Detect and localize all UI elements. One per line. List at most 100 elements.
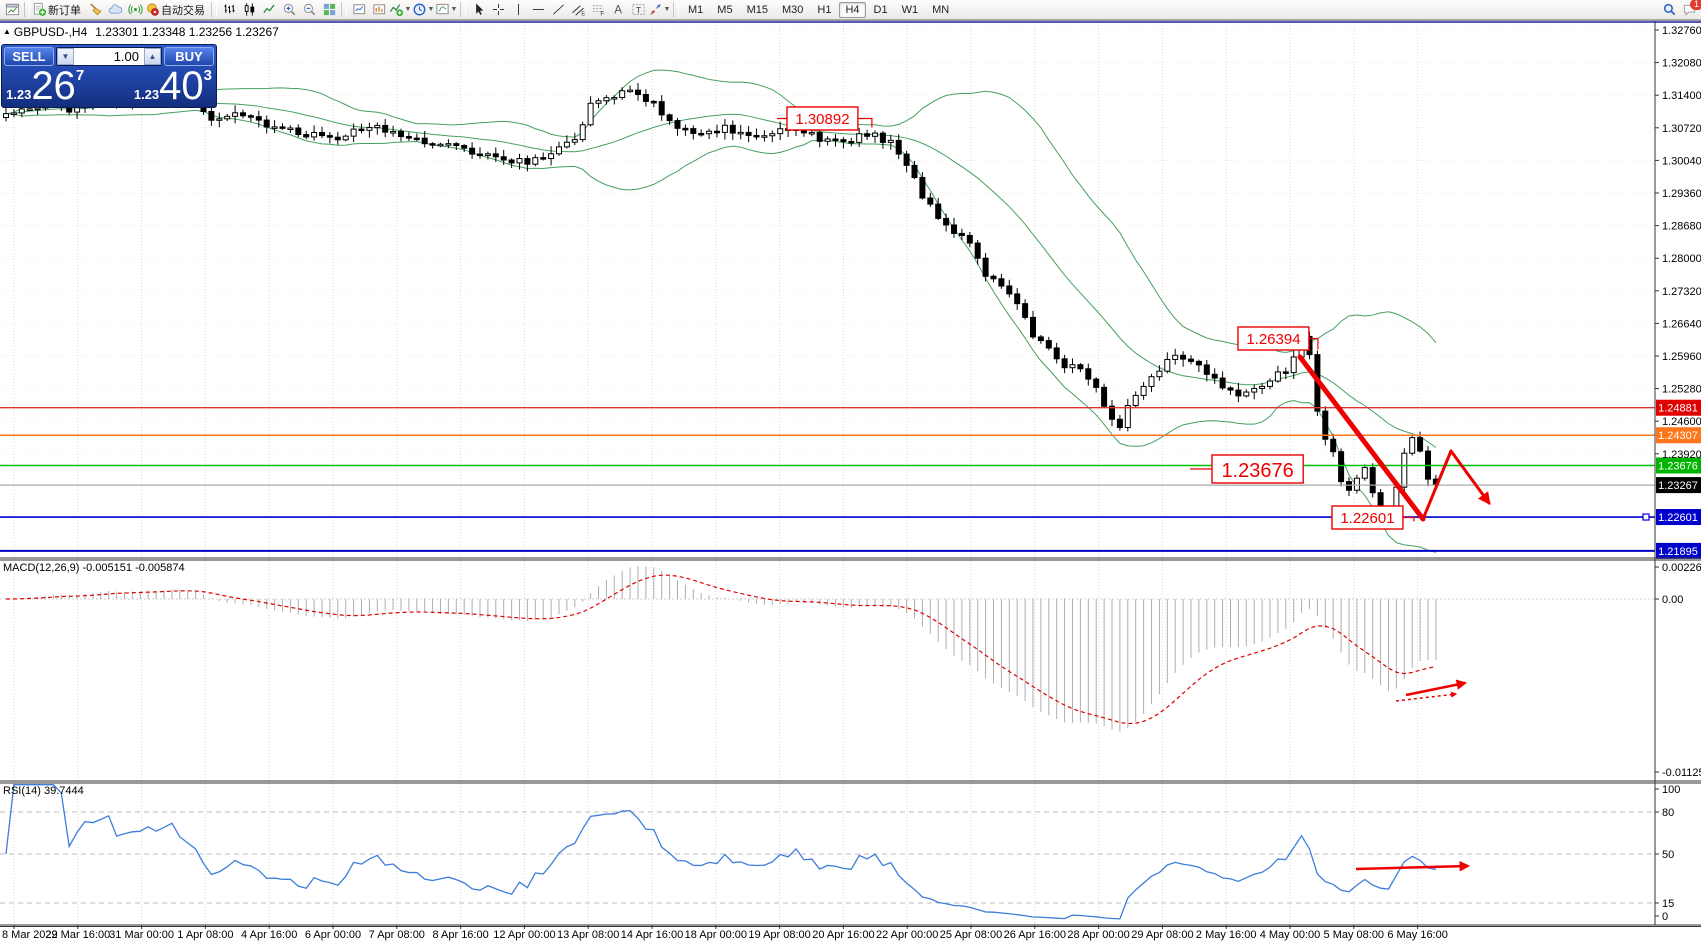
sell-price: 1.23 26 7 — [6, 64, 84, 108]
svg-text:1.24307: 1.24307 — [1658, 430, 1698, 442]
timeframe-button-h4[interactable]: H4 — [839, 1, 866, 18]
svg-text:1.28680: 1.28680 — [1662, 221, 1701, 233]
chevron-down-icon[interactable]: ▼ — [450, 6, 458, 13]
arrows-icon[interactable]: ▼ — [648, 1, 671, 19]
volume-input[interactable] — [74, 48, 144, 65]
buy-price-main: 40 — [159, 64, 204, 108]
buy-price-sup: 3 — [203, 67, 212, 84]
svg-text:6 Apr 00:00: 6 Apr 00:00 — [305, 929, 361, 941]
svg-text:1.25960: 1.25960 — [1662, 351, 1701, 363]
chevron-down-icon[interactable]: ▼ — [404, 6, 412, 13]
chevron-down-icon[interactable]: ▼ — [427, 6, 435, 13]
svg-text:E: E — [581, 12, 585, 17]
tile-windows-icon[interactable] — [319, 1, 339, 19]
toolbar-separator — [460, 2, 466, 17]
chart-header: ▲ GBPUSD-,H4 1.23301 1.23348 1.23256 1.232… — [3, 25, 279, 39]
svg-text:8 Mar 2022: 8 Mar 2022 — [2, 929, 58, 941]
price-callout — [1211, 454, 1304, 484]
vertical-line-icon[interactable] — [508, 1, 528, 19]
autotrade-button[interactable]: 自动交易 — [145, 1, 209, 19]
channel-icon[interactable]: E — [568, 1, 588, 19]
new-chart-icon[interactable] — [349, 1, 369, 19]
svg-text:T: T — [635, 5, 640, 15]
timeframe-button-m30[interactable]: M30 — [776, 2, 809, 18]
broom-icon[interactable] — [85, 1, 105, 19]
timeframe-button-d1[interactable]: D1 — [868, 2, 894, 18]
cursor-icon[interactable] — [468, 1, 488, 19]
svg-text:1.31400: 1.31400 — [1662, 90, 1701, 102]
svg-text:15: 15 — [1662, 898, 1674, 910]
chart-window-icon[interactable] — [2, 1, 22, 19]
macd-histogram — [13, 566, 1437, 732]
horizontal-line-icon[interactable] — [528, 1, 548, 19]
toolbar: 新订单 自动交易 ▼ ▼ ▼ E F A T ▼ M1 M5 M15 M30 H1 H4 D1 W1 MN 1 — [0, 0, 1701, 20]
toolbar-separator — [673, 2, 679, 17]
svg-text:1.24881: 1.24881 — [1658, 403, 1698, 415]
zoom-in-icon[interactable] — [279, 1, 299, 19]
notification-badge: 1 — [1690, 0, 1701, 10]
bar-chart-icon[interactable] — [219, 1, 239, 19]
candlestick-chart-icon[interactable] — [239, 1, 259, 19]
svg-text:19 Apr 08:00: 19 Apr 08:00 — [748, 929, 810, 941]
svg-text:0.00: 0.00 — [1662, 594, 1683, 606]
toolbar-separator — [211, 2, 217, 17]
ohlc-values: 1.23301 1.23348 1.23256 1.23267 — [95, 25, 279, 39]
svg-text:22 Apr 00:00: 22 Apr 00:00 — [876, 929, 938, 941]
timeframe-button-m15[interactable]: M15 — [741, 2, 774, 18]
new-order-button[interactable]: 新订单 — [32, 1, 85, 19]
fibonacci-icon[interactable]: F — [588, 1, 608, 19]
sell-price-prefix: 1.23 — [6, 87, 32, 102]
buy-button[interactable]: BUY — [164, 47, 214, 66]
macd-signal-line — [5, 574, 1437, 725]
cloud-icon[interactable] — [105, 1, 125, 19]
volume-increase-button[interactable]: ▲ — [144, 48, 161, 65]
timeframe-button-m5[interactable]: M5 — [711, 2, 738, 18]
timeframe-button-w1[interactable]: W1 — [896, 2, 925, 18]
rsi-line — [5, 784, 1437, 920]
symbol-timeframe-label: GBPUSD-,H4 — [13, 25, 88, 39]
svg-text:2 May 16:00: 2 May 16:00 — [1196, 929, 1257, 941]
crosshair-icon[interactable] — [488, 1, 508, 19]
template-icon[interactable]: ▼ — [435, 1, 458, 19]
macd-label: MACD(12,26,9) -0.005151 -0.005874 — [3, 562, 185, 574]
label-icon[interactable]: T — [628, 1, 648, 19]
sell-price-main: 26 — [31, 64, 76, 108]
search-icon[interactable] — [1659, 1, 1679, 19]
svg-text:4 Apr 16:00: 4 Apr 16:00 — [241, 929, 297, 941]
buy-price-prefix: 1.23 — [133, 87, 160, 102]
timeframe-button-m1[interactable]: M1 — [682, 2, 709, 18]
svg-text:20 Apr 16:00: 20 Apr 16:00 — [812, 929, 874, 941]
new-order-button-label: 新订单 — [48, 4, 81, 17]
trendline-icon[interactable] — [548, 1, 568, 19]
svg-text:-0.011252: -0.011252 — [1662, 767, 1701, 779]
timeframe-button-h1[interactable]: H1 — [811, 2, 837, 18]
svg-text:7 Apr 08:00: 7 Apr 08:00 — [369, 929, 425, 941]
collapse-quote-icon[interactable]: ▲ — [3, 27, 11, 36]
sell-button[interactable]: SELL — [4, 47, 54, 66]
svg-text:28 Apr 00:00: 28 Apr 00:00 — [1067, 929, 1129, 941]
svg-text:1.30892: 1.30892 — [795, 111, 849, 128]
line-chart-icon[interactable] — [259, 1, 279, 19]
autotrade-button-label: 自动交易 — [161, 4, 205, 17]
text-icon[interactable]: A — [608, 1, 628, 19]
chevron-down-icon[interactable]: ▼ — [663, 6, 671, 13]
svg-text:18 Apr 00:00: 18 Apr 00:00 — [685, 929, 747, 941]
notifications-button[interactable]: 1 — [1679, 0, 1701, 19]
indicators-icon[interactable]: ▼ — [389, 1, 412, 19]
svg-text:1.26394: 1.26394 — [1246, 331, 1300, 348]
buy-price: 1.23 40 3 — [133, 64, 212, 108]
svg-text:1.22601: 1.22601 — [1340, 510, 1394, 527]
clock-icon[interactable]: ▼ — [412, 1, 435, 19]
toolbar-separator — [341, 2, 347, 17]
bollinger-bands — [5, 69, 1437, 553]
volume-decrease-button[interactable]: ▼ — [57, 48, 74, 65]
signal-icon[interactable] — [125, 1, 145, 19]
timeframe-button-mn[interactable]: MN — [926, 2, 955, 18]
zoom-out-icon[interactable] — [299, 1, 319, 19]
svg-text:1.27320: 1.27320 — [1662, 286, 1701, 298]
svg-text:1.32080: 1.32080 — [1662, 58, 1701, 70]
svg-text:80: 80 — [1662, 807, 1674, 819]
profiles-icon[interactable] — [369, 1, 389, 19]
